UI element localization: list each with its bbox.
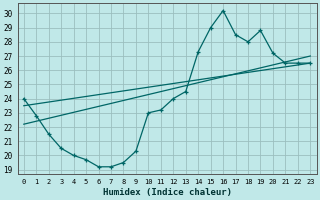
X-axis label: Humidex (Indice chaleur): Humidex (Indice chaleur) (102, 188, 232, 197)
